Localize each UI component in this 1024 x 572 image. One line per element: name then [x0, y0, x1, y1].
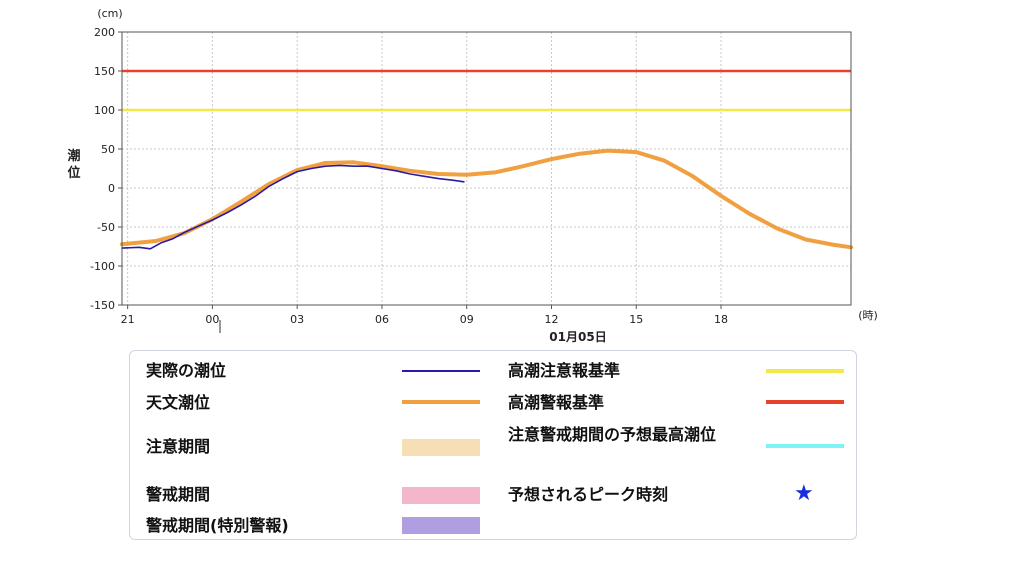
x-tick-label: 21 [121, 313, 135, 326]
threshold-lines [122, 69, 851, 112]
legend-actual-label: 実際の潮位 [146, 361, 227, 380]
y-tick-label: -150 [90, 299, 115, 312]
legend-peak-forecast-label: 注意警戒期間の予想最高潮位 [508, 425, 717, 444]
legend-astro-swatch [402, 400, 480, 404]
x-unit-label: (時) [858, 309, 878, 322]
legend-caution-period-swatch [402, 439, 480, 456]
y-unit-label: (cm) [97, 7, 122, 20]
legend-advisory-swatch [766, 369, 844, 373]
legend-peak-forecast-swatch [766, 444, 844, 448]
star-icon: ★ [794, 481, 814, 506]
series-line [120, 148, 853, 250]
legend-caution-period-label: 注意期間 [146, 437, 211, 456]
legend-warning-period-swatch [402, 487, 480, 504]
grid [122, 31, 851, 306]
legend-special-period-swatch [402, 517, 480, 534]
legend-warning-swatch [766, 400, 844, 404]
y-tick-label: 50 [101, 143, 115, 156]
y-tick-label: 150 [94, 65, 115, 78]
legend-actual-swatch [402, 370, 480, 372]
series-line [121, 164, 465, 250]
plot-frame [121, 31, 852, 306]
y-tick-label: -50 [97, 221, 115, 234]
legend-peak-time-label: 予想されるピーク時刻 [508, 485, 669, 504]
y-tick-label: 200 [94, 26, 115, 39]
legend: 実際の潮位 天文潮位 注意期間 警戒期間 警戒期間(特別警報) 高潮注意報基準 … [129, 350, 857, 540]
x-tick-label: 09 [460, 313, 474, 326]
legend-astro-label: 天文潮位 [146, 393, 211, 412]
legend-special-period-label: 警戒期間(特別警報) [146, 516, 289, 535]
legend-warning-label: 高潮警報基準 [508, 393, 605, 412]
y-tick-label: 0 [108, 182, 115, 195]
legend-advisory-label: 高潮注意報基準 [508, 361, 621, 380]
x-tick-label: 12 [544, 313, 558, 326]
x-tick-label: 03 [290, 313, 304, 326]
x-tick-label: 15 [629, 313, 643, 326]
y-tick-label: -100 [90, 260, 115, 273]
y-axis-label: 潮位 [67, 148, 80, 181]
tide-chart: 200 150 100 50 0 -50 -100 -150 21 00 03 06 09 12 15 18… [67, 7, 878, 344]
x-tick-label: 18 [714, 313, 728, 326]
y-tick-label: 100 [94, 104, 115, 117]
x-tick-label: 00 [205, 313, 219, 326]
legend-warning-period-label: 警戒期間 [146, 485, 211, 504]
x-axis-ticks: 21 00 03 06 09 12 15 18 [121, 305, 728, 326]
series [120, 148, 853, 250]
y-axis-ticks: 200 150 100 50 0 -50 -100 -150 [90, 26, 122, 312]
x-tick-label: 06 [375, 313, 389, 326]
date-label: 01月05日 [549, 330, 606, 344]
